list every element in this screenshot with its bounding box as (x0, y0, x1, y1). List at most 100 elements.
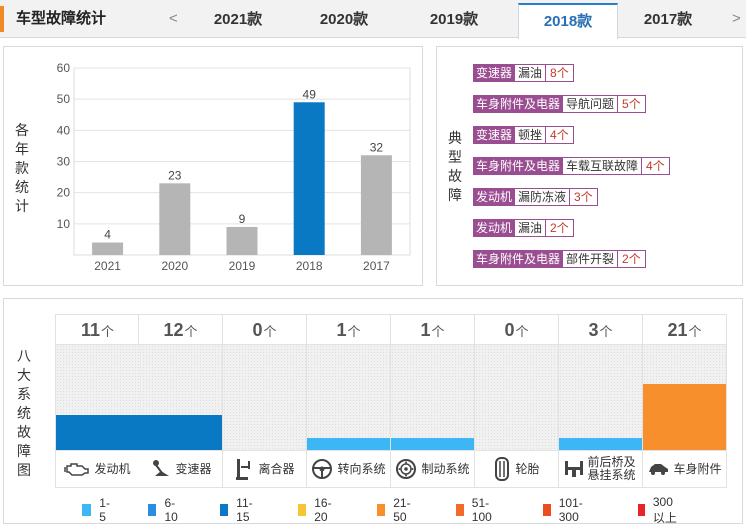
tire-icon (495, 457, 510, 481)
system-count: 0 (504, 320, 515, 340)
yearly-bar-chart: 10 20 30 40 50 60 4 2021 23 2020 9 2019 49 2018 32 2017 (57, 61, 411, 273)
fault-name: 导航问题 (563, 95, 619, 113)
fault-item[interactable]: 车身附件及电器 车载互联故障 4个 (473, 157, 670, 175)
label-char: 大 (17, 367, 31, 383)
data-label: 32 (370, 140, 384, 154)
label-char: 统 (15, 179, 29, 195)
tab-2018[interactable]: 2018款 (518, 3, 618, 39)
typical-faults-panel: 典 型 故 障 变速器 漏油 8个 车身附件及电器 导航问题 5个 变速器 顿挫… (436, 46, 743, 286)
brake-disc-icon (396, 459, 417, 479)
header-bar: 车型故障统计 < 2021款 2020款 2019款 2018款 2017款 > (0, 0, 746, 39)
legend-item: 300以上 (638, 495, 678, 525)
year-tabs: 2021款 2020款 2019款 2018款 2017款 (188, 0, 730, 39)
bar-2018 (293, 102, 325, 256)
systems-grid: 11个 发动机 12 个 (55, 314, 728, 488)
label-char: 八 (17, 348, 31, 364)
fault-count: 3个 (570, 188, 598, 206)
system-count: 1 (420, 320, 431, 340)
tab-2019[interactable]: 2019款 (429, 11, 479, 28)
system-bar (56, 415, 139, 450)
legend-swatch (220, 504, 229, 516)
page-title: 车型故障统计 (0, 6, 106, 32)
system-bar (559, 438, 642, 450)
system-count: 12 (163, 320, 184, 340)
fault-name: 漏防冻液 (515, 188, 571, 206)
fault-name: 顿挫 (515, 126, 547, 144)
tab-2017[interactable]: 2017款 (643, 11, 693, 28)
clutch-pedal-icon (236, 459, 251, 480)
system-name: 转向系统 (337, 461, 386, 476)
system-column-tires[interactable]: 0个 轮胎 (475, 314, 559, 488)
fault-item[interactable]: 变速器 顿挫 4个 (473, 126, 574, 144)
label-char: 障 (448, 187, 462, 203)
system-column-body[interactable]: 21个 车身附件 (643, 314, 727, 488)
label-char: 型 (448, 149, 462, 165)
fault-category: 发动机 (473, 219, 516, 237)
data-label: 49 (303, 87, 317, 101)
fault-count: 8个 (546, 64, 574, 82)
legend-item: 16-20 (298, 496, 335, 524)
legend-item: 6-10 (148, 496, 181, 524)
system-unit: 个 (347, 324, 361, 339)
system-unit: 个 (101, 324, 115, 339)
fault-item[interactable]: 发动机 漏防冻液 3个 (473, 188, 598, 206)
fault-category: 车身附件及电器 (473, 250, 564, 268)
system-column-steering[interactable]: 1个 转向系统 (307, 314, 391, 488)
prev-arrow-icon[interactable]: < (169, 10, 178, 27)
label-char: 年 (15, 141, 29, 157)
system-unit: 个 (515, 324, 529, 339)
fault-item[interactable]: 变速器 漏油 8个 (473, 64, 574, 82)
system-column-suspension[interactable]: 3个 前后桥及悬挂系统 (559, 314, 643, 488)
system-column-gearbox[interactable]: 12个 变速器 (139, 314, 223, 488)
system-bar (139, 415, 222, 450)
fault-item[interactable]: 车身附件及电器 导航问题 5个 (473, 95, 646, 113)
gearshift-icon (153, 460, 170, 476)
legend-label: 101-300 (558, 496, 583, 524)
fault-count: 5个 (618, 95, 646, 113)
x-tick-label: 2020 (161, 259, 188, 273)
legend-label: 11-15 (236, 496, 253, 524)
tab-2021[interactable]: 2021款 (213, 11, 263, 28)
x-tick-label: 2018 (296, 259, 323, 273)
label-char: 图 (17, 462, 31, 478)
suspension-icon (564, 461, 583, 477)
label-char: 障 (17, 443, 31, 459)
legend-swatch (456, 504, 464, 516)
legend-label: 21-50 (393, 496, 411, 524)
y-tick-label: 40 (57, 123, 71, 137)
fault-item[interactable]: 车身附件及电器 部件开裂 2个 (473, 250, 646, 268)
system-column-clutch[interactable]: 0个 离合器 (223, 314, 307, 488)
fault-name: 部件开裂 (563, 250, 619, 268)
system-name: 变速器 (175, 461, 212, 476)
next-arrow-icon[interactable]: > (732, 10, 741, 27)
eight-systems-panel: 八 大 系 统 故 障 图 11个 发动机 (3, 298, 743, 525)
system-count: 3 (588, 320, 599, 340)
fault-item[interactable]: 发动机 漏油 2个 (473, 219, 574, 237)
system-unit: 个 (431, 324, 445, 339)
system-count: 11 (80, 320, 100, 340)
system-bar (391, 438, 474, 450)
fault-count: 4个 (546, 126, 574, 144)
y-tick-label: 10 (57, 217, 71, 231)
x-tick-label: 2021 (94, 259, 121, 273)
system-column-brake[interactable]: 1个 制动系统 (391, 314, 475, 488)
car-body-icon (649, 464, 669, 475)
system-bar (643, 383, 726, 450)
system-bar (307, 438, 390, 450)
data-label: 23 (168, 168, 182, 182)
tab-2020[interactable]: 2020款 (319, 11, 369, 28)
label-char: 典 (448, 130, 462, 146)
system-name: 轮胎 (515, 461, 540, 476)
system-unit: 个 (263, 324, 277, 339)
label-char: 故 (448, 168, 462, 184)
yearly-stats-label: 各 年 款 统 计 (14, 121, 30, 216)
label-char: 统 (17, 405, 31, 421)
x-tick-label: 2017 (363, 259, 390, 273)
legend-swatch (543, 504, 551, 516)
system-column-engine[interactable]: 11个 发动机 (55, 314, 139, 488)
legend-item: 101-300 (543, 496, 587, 524)
legend-swatch (638, 504, 645, 516)
y-tick-label: 20 (57, 186, 71, 200)
fault-count: 2个 (546, 219, 574, 237)
system-unit: 个 (688, 324, 702, 339)
